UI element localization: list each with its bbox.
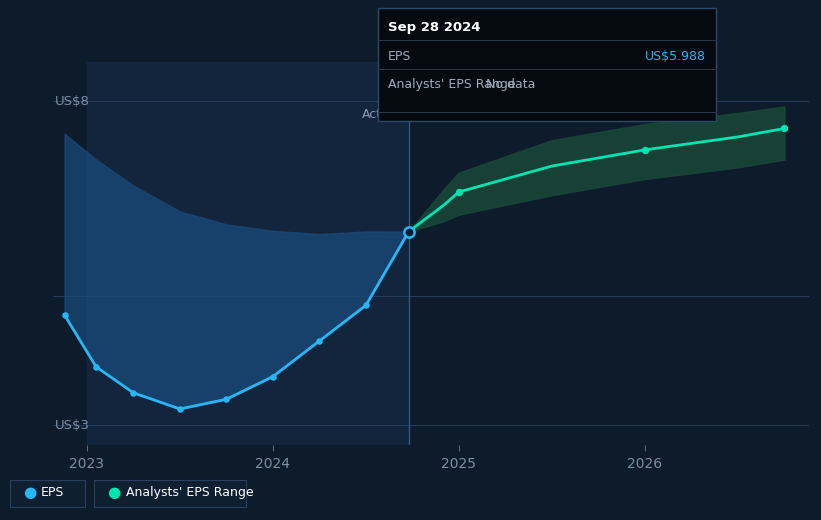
Text: Actual: Actual <box>362 108 401 121</box>
Point <box>220 395 233 404</box>
Point <box>639 146 652 154</box>
Text: Analysts' EPS Range: Analysts' EPS Range <box>126 486 253 499</box>
Text: US$3: US$3 <box>55 419 90 432</box>
Point <box>266 372 279 381</box>
Text: Analysts' EPS Range: Analysts' EPS Range <box>388 78 516 91</box>
Point <box>778 124 791 133</box>
Text: ●: ● <box>23 485 36 500</box>
Text: No data: No data <box>486 78 536 91</box>
Text: ●: ● <box>108 485 121 500</box>
Text: US$5.988: US$5.988 <box>645 49 706 62</box>
Point <box>360 301 373 309</box>
Point <box>452 188 466 196</box>
Point <box>173 405 186 413</box>
Point <box>313 337 326 345</box>
Point <box>58 311 71 319</box>
Point <box>126 388 140 397</box>
Bar <box>87 62 409 445</box>
Point <box>402 227 415 236</box>
Text: US$8: US$8 <box>55 95 90 108</box>
Text: EPS: EPS <box>41 486 64 499</box>
Point <box>89 363 103 371</box>
Text: EPS: EPS <box>388 49 411 62</box>
Text: Sep 28 2024: Sep 28 2024 <box>388 21 480 34</box>
Text: Analysts Forecasts: Analysts Forecasts <box>424 108 540 121</box>
